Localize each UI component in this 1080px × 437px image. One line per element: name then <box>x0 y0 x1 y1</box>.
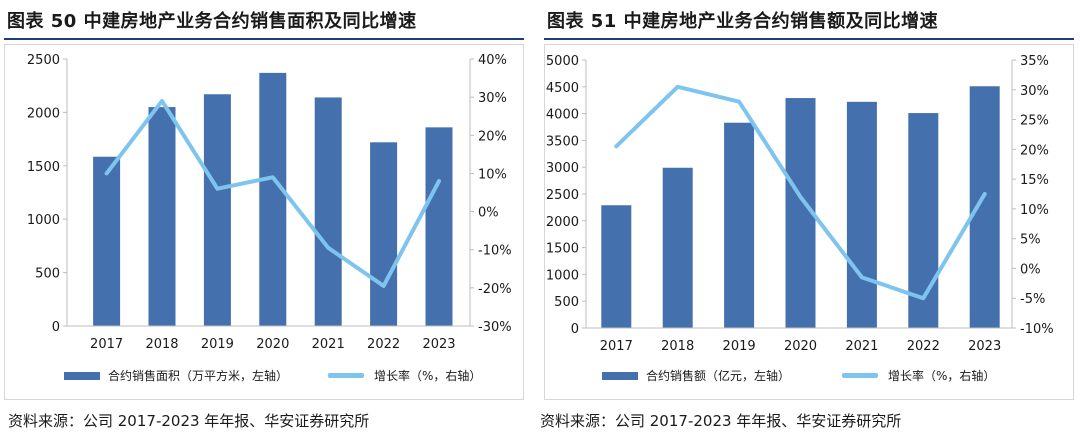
bar-2023 <box>969 86 1000 328</box>
legend-bar-swatch <box>64 371 100 380</box>
right-tick-label: 0% <box>1020 262 1041 277</box>
x-tick-label: 2020 <box>784 339 817 354</box>
chart-legend: 合约销售额（亿元，左轴） 增长率（%，右轴） <box>602 367 1035 384</box>
left-tick-label: 1500 <box>27 160 60 175</box>
legend-bar-label: 合约销售额（亿元，左轴） <box>646 369 791 383</box>
bar-2022 <box>370 142 398 326</box>
bar-2022 <box>908 113 939 329</box>
title-rule <box>4 38 524 40</box>
x-tick-label: 2020 <box>256 337 289 352</box>
bar-2018 <box>148 107 176 326</box>
right-tick-label: -30% <box>478 320 512 335</box>
bar-2021 <box>846 101 877 328</box>
x-tick-label: 2019 <box>201 337 234 352</box>
legend-bar-swatch <box>602 371 638 380</box>
x-tick-label: 2019 <box>723 339 756 354</box>
left-tick-label: 3000 <box>546 161 579 176</box>
x-tick-label: 2021 <box>845 339 878 354</box>
legend-line-label: 增长率（%，右轴） <box>888 369 996 383</box>
left-tick-label: 0 <box>571 322 579 337</box>
left-tick-label: 2500 <box>546 188 579 203</box>
x-tick-label: 2022 <box>907 339 940 354</box>
right-tick-label: 0% <box>478 206 499 221</box>
chart-frame <box>544 44 1074 400</box>
bar-series <box>93 72 453 327</box>
bar-series <box>601 86 1000 329</box>
area-chart: 0 500 1000 1500 2000 2500 -30% -20% -10% 0% 10% 20… <box>27 53 512 352</box>
right-tick-label: 10% <box>478 167 507 182</box>
right-tick-label: 30% <box>478 91 507 106</box>
title-rule <box>544 38 1074 40</box>
left-tick-label: 5000 <box>546 54 579 69</box>
bar-2017 <box>601 205 632 328</box>
right-axis-ticks: -30% -20% -10% 0% 10% 20% 30% 40% <box>470 53 512 335</box>
left-tick-label: 1500 <box>546 242 579 257</box>
left-axis-ticks: 0 500 1000 1500 2000 2500 <box>27 53 67 335</box>
x-tick-label: 2018 <box>145 337 178 352</box>
x-axis-ticks: 2017 2018 2019 2020 2021 2022 2023 <box>90 337 455 352</box>
axes <box>66 59 471 327</box>
right-tick-label: 20% <box>1020 143 1049 158</box>
left-tick-label: 3500 <box>546 134 579 149</box>
bar-2019 <box>724 122 755 328</box>
bar-2023 <box>425 127 453 327</box>
left-tick-label: 4500 <box>546 81 579 96</box>
bar-2018 <box>662 167 693 328</box>
right-tick-label: 5% <box>1020 233 1041 248</box>
bar-2017 <box>93 156 121 326</box>
line-series <box>104 98 441 288</box>
right-tick-label: 30% <box>1020 84 1049 99</box>
right-tick-label: -5% <box>1020 292 1045 307</box>
source-note: 资料来源：公司 2017-2023 年年报、华安证券研究所 <box>540 412 902 430</box>
left-tick-label: 4000 <box>546 108 579 123</box>
x-axis-ticks: 2017 2018 2019 2020 2021 2022 2023 <box>600 339 1001 354</box>
legend-line-label: 增长率（%，右轴） <box>374 369 482 383</box>
x-tick-label: 2022 <box>367 337 400 352</box>
x-tick-label: 2023 <box>422 337 455 352</box>
left-tick-label: 2000 <box>27 106 60 121</box>
left-tick-label: 2500 <box>27 53 60 68</box>
right-axis-ticks: -10% -5% 0% 5% 10% 15% 20% 25% 30% 35% <box>1012 54 1054 337</box>
legend-item-bar: 合约销售面积（万平方米，左轴） <box>64 367 288 384</box>
right-tick-label: -10% <box>1020 322 1054 337</box>
line-series <box>614 84 987 301</box>
x-tick-label: 2018 <box>661 339 694 354</box>
chart-frame <box>4 44 524 400</box>
right-tick-label: 40% <box>478 53 507 68</box>
legend-bar-label: 合约销售面积（万平方米，左轴） <box>108 369 289 383</box>
left-tick-label: 2000 <box>546 215 579 230</box>
right-tick-label: 25% <box>1020 114 1049 129</box>
legend-item-bar: 合约销售额（亿元，左轴） <box>602 367 790 384</box>
legend-item-line: 增长率（%，右轴） <box>328 367 481 384</box>
x-tick-label: 2017 <box>90 337 123 352</box>
right-tick-label: -20% <box>478 282 512 297</box>
x-tick-label: 2021 <box>312 337 345 352</box>
bar-2021 <box>314 97 342 326</box>
chart-legend: 合约销售面积（万平方米，左轴） 增长率（%，右轴） <box>64 367 521 384</box>
bar-2020 <box>259 72 287 326</box>
left-tick-label: 0 <box>52 320 60 335</box>
left-tick-label: 500 <box>554 295 579 310</box>
right-tick-label: 10% <box>1020 203 1049 218</box>
left-axis-ticks: 0 500 1000 1500 2000 2500 3000 3500 4000 4500 5000 <box>546 54 586 337</box>
right-tick-label: 35% <box>1020 54 1049 69</box>
bar-2019 <box>203 94 231 326</box>
chart-title: 图表 51 中建房地产业务合约销售额及同比增速 <box>547 11 939 32</box>
sales-chart: 0 500 1000 1500 2000 2500 3000 3500 4000 4500 5000… <box>546 54 1054 354</box>
right-tick-label: -10% <box>478 244 512 259</box>
legend-line-swatch <box>328 373 365 378</box>
source-note: 资料来源：公司 2017-2023 年年报、华安证券研究所 <box>8 412 370 430</box>
left-tick-label: 1000 <box>546 268 579 283</box>
right-tick-label: 20% <box>478 129 507 144</box>
x-tick-label: 2017 <box>600 339 633 354</box>
left-tick-label: 1000 <box>27 213 60 228</box>
right-tick-label: 15% <box>1020 173 1049 188</box>
x-tick-label: 2023 <box>968 339 1001 354</box>
legend-item-line: 增长率（%，右轴） <box>842 367 995 384</box>
left-tick-label: 500 <box>35 267 60 282</box>
chart-title: 图表 50 中建房地产业务合约销售面积及同比增速 <box>7 11 417 32</box>
legend-line-swatch <box>842 373 879 378</box>
